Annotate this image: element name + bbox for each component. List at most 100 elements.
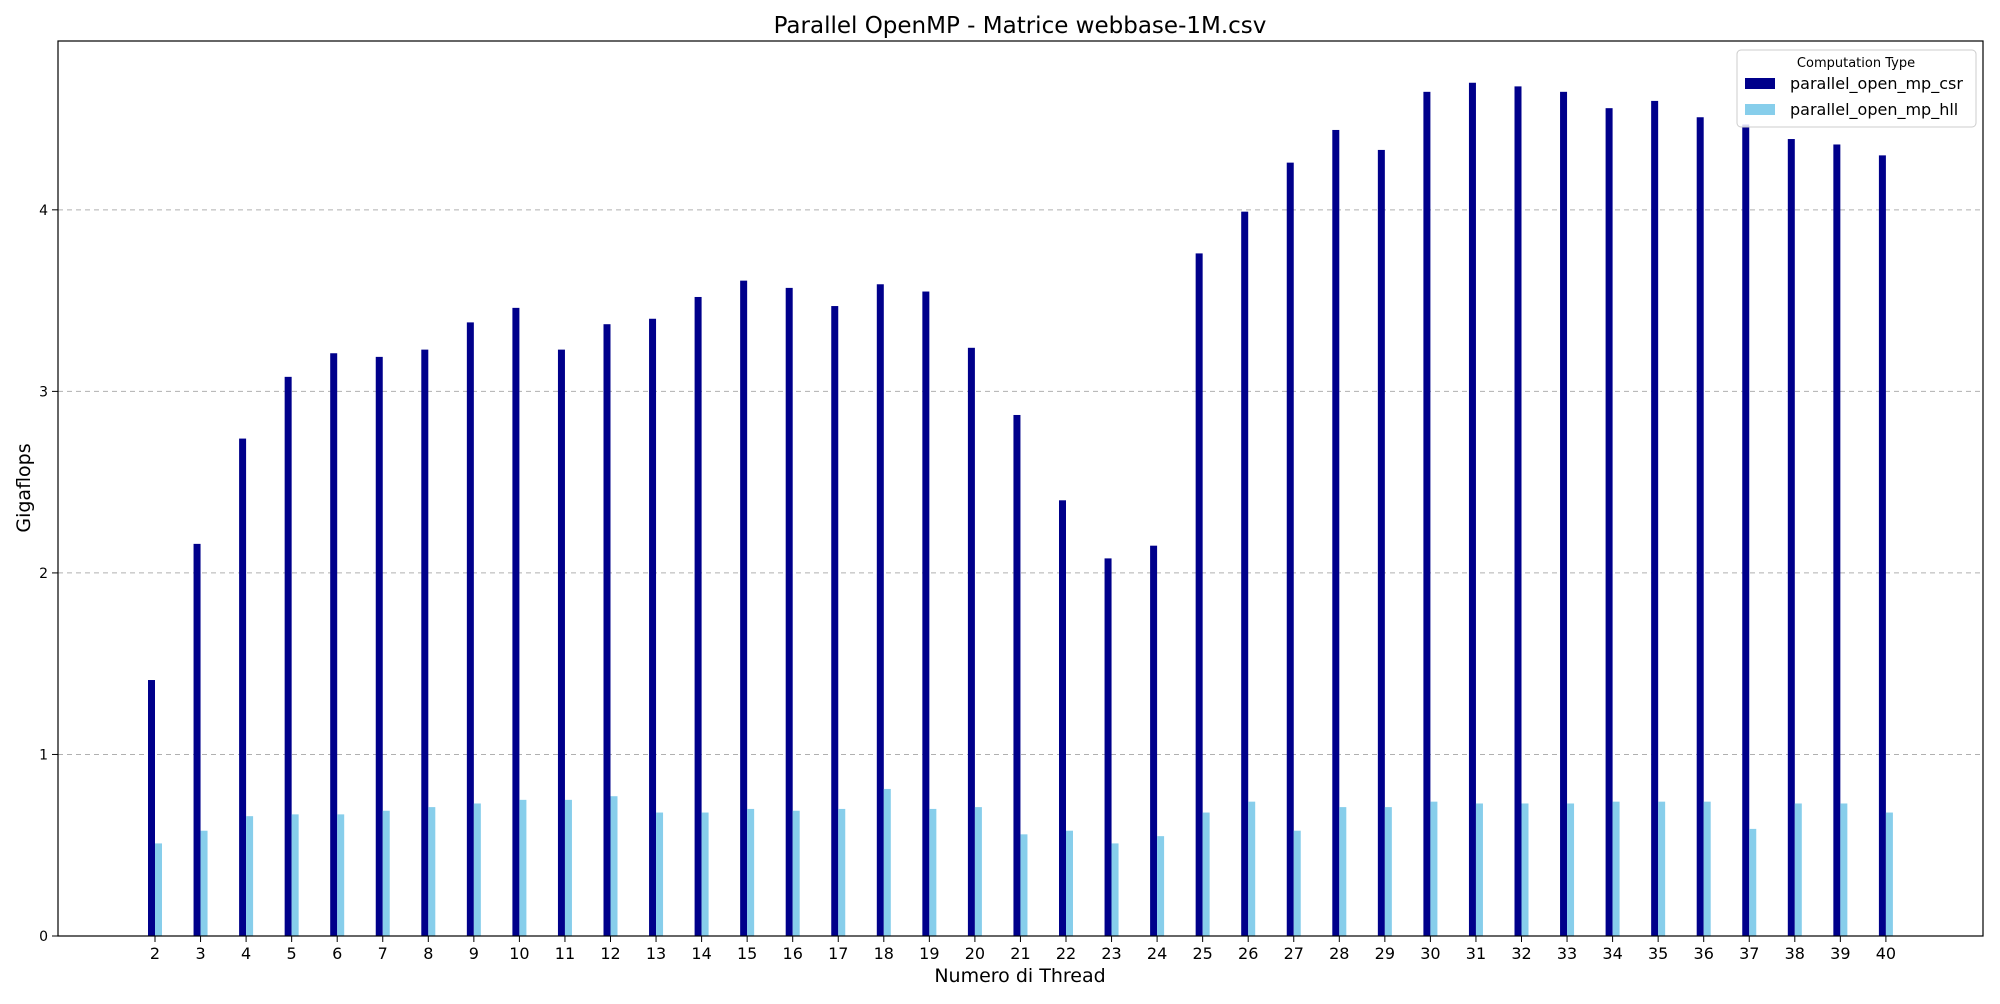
bar-parallel-open-mp-hll-14: [701, 812, 709, 936]
x-tick-label: 30: [1420, 944, 1440, 963]
bar-parallel-open-mp-hll-25: [1202, 812, 1210, 936]
bar-parallel-open-mp-hll-28: [1339, 807, 1347, 936]
x-tick-label: 26: [1238, 944, 1258, 963]
bar-parallel-open-mp-hll-4: [246, 816, 254, 936]
x-tick-label: 33: [1557, 944, 1577, 963]
x-tick-label: 40: [1876, 944, 1896, 963]
bar-parallel-open-mp-hll-33: [1567, 803, 1575, 936]
bar-parallel-open-mp-csr-40: [1878, 155, 1886, 936]
x-tick-label: 23: [1101, 944, 1121, 963]
bar-parallel-open-mp-csr-15: [740, 280, 748, 936]
bar-parallel-open-mp-hll-39: [1840, 803, 1848, 936]
legend: Computation Type parallel_open_mp_csr pa…: [1736, 49, 1977, 128]
x-axis-label: Numero di Thread: [934, 965, 1105, 987]
bar-parallel-open-mp-hll-9: [473, 803, 481, 936]
bar-parallel-open-mp-csr-38: [1787, 139, 1795, 936]
bar-parallel-open-mp-hll-36: [1703, 801, 1711, 936]
bar-parallel-open-mp-csr-28: [1332, 129, 1340, 936]
x-tick-label: 37: [1739, 944, 1759, 963]
legend-label-csr: parallel_open_mp_csr: [1790, 74, 1963, 94]
x-tick-label: 35: [1648, 944, 1668, 963]
bar-parallel-open-mp-hll-7: [382, 810, 390, 936]
bar-parallel-open-mp-hll-21: [1020, 834, 1028, 936]
x-tick-label: 9: [469, 944, 479, 963]
legend-swatch-hll: [1745, 104, 1775, 115]
bar-parallel-open-mp-hll-32: [1521, 803, 1529, 936]
x-tick-label: 8: [423, 944, 433, 963]
bar-parallel-open-mp-hll-37: [1749, 828, 1757, 936]
bar-parallel-open-mp-csr-7: [375, 356, 383, 937]
bar-parallel-open-mp-csr-31: [1468, 82, 1476, 936]
x-tick-label: 19: [919, 944, 939, 963]
bar-parallel-open-mp-csr-19: [922, 291, 930, 937]
bar-parallel-open-mp-csr-21: [1013, 414, 1021, 936]
legend-box: [1736, 49, 1977, 128]
x-tick-label: 11: [555, 944, 575, 963]
bar-parallel-open-mp-hll-31: [1475, 803, 1483, 936]
legend-label-hll: parallel_open_mp_hll: [1790, 100, 1958, 120]
bar-parallel-open-mp-csr-13: [649, 318, 657, 936]
bar-parallel-open-mp-hll-8: [428, 807, 436, 936]
bar-parallel-open-mp-csr-10: [512, 307, 520, 937]
bar-parallel-open-mp-hll-40: [1885, 812, 1893, 936]
legend-title: Computation Type: [1797, 56, 1915, 71]
x-tick-label: 22: [1056, 944, 1076, 963]
x-tick-label: 5: [287, 944, 297, 963]
bar-parallel-open-mp-hll-20: [974, 807, 982, 936]
x-tick-label: 27: [1284, 944, 1304, 963]
y-tick-label: 2: [39, 566, 48, 582]
bar-parallel-open-mp-csr-35: [1651, 100, 1659, 937]
x-tick-label: 3: [195, 944, 205, 963]
bar-parallel-open-mp-hll-17: [838, 808, 846, 936]
bar-parallel-open-mp-hll-24: [1157, 836, 1165, 936]
bar-parallel-open-mp-csr-2: [148, 680, 155, 936]
bar-parallel-open-mp-csr-34: [1605, 108, 1613, 936]
x-tick-label: 18: [874, 944, 894, 963]
bar-parallel-open-mp-csr-32: [1514, 86, 1522, 937]
x-tick-label: 31: [1466, 944, 1486, 963]
bar-parallel-open-mp-csr-25: [1195, 253, 1203, 936]
bar-parallel-open-mp-hll-6: [337, 814, 345, 936]
bar-parallel-open-mp-hll-13: [656, 812, 664, 936]
bar-parallel-open-mp-csr-12: [603, 324, 611, 937]
bar-parallel-open-mp-csr-24: [1150, 545, 1158, 936]
bar-parallel-open-mp-csr-11: [557, 349, 565, 936]
legend-swatch-csr: [1745, 78, 1775, 89]
x-tick-label: 36: [1694, 944, 1714, 963]
x-tick-label: 17: [828, 944, 848, 963]
y-tick-label: 4: [39, 203, 48, 219]
bar-parallel-open-mp-csr-22: [1059, 500, 1066, 936]
x-tick-label: 39: [1830, 944, 1850, 963]
bar-parallel-open-mp-csr-16: [785, 287, 793, 936]
x-tick-label: 15: [737, 944, 757, 963]
bar-parallel-open-mp-hll-27: [1293, 830, 1301, 936]
bar-parallel-open-mp-hll-34: [1612, 801, 1620, 936]
bar-parallel-open-mp-csr-6: [330, 353, 338, 936]
x-tick-label: 24: [1147, 944, 1167, 963]
bar-parallel-open-mp-csr-27: [1286, 162, 1294, 936]
y-tick-label: 0: [39, 929, 48, 945]
bar-parallel-open-mp-hll-16: [792, 810, 800, 936]
y-tick-label: 1: [39, 747, 48, 763]
x-tick-label: 21: [1010, 944, 1030, 963]
bar-parallel-open-mp-csr-33: [1560, 91, 1568, 936]
bar-parallel-open-mp-csr-26: [1241, 211, 1249, 936]
bar-parallel-open-mp-csr-29: [1377, 149, 1385, 937]
bar-parallel-open-mp-csr-30: [1423, 91, 1431, 936]
bar-parallel-open-mp-csr-39: [1833, 144, 1841, 936]
bar-parallel-open-mp-hll-2: [155, 843, 162, 936]
x-tick-label: 34: [1602, 944, 1622, 963]
bar-parallel-open-mp-hll-19: [929, 808, 937, 936]
bar-parallel-open-mp-csr-17: [831, 306, 839, 936]
bar-parallel-open-mp-hll-38: [1794, 803, 1802, 936]
bar-parallel-open-mp-hll-12: [610, 796, 618, 936]
bar-parallel-open-mp-hll-5: [291, 814, 299, 936]
x-tick-label: 12: [600, 944, 620, 963]
y-tick-label: 3: [39, 384, 48, 400]
x-tick-label: 28: [1329, 944, 1349, 963]
x-tick-label: 7: [378, 944, 388, 963]
x-tick-label: 32: [1511, 944, 1531, 963]
bar-parallel-open-mp-hll-3: [200, 830, 208, 936]
bar-parallel-open-mp-csr-23: [1104, 558, 1112, 936]
x-tick-label: 20: [965, 944, 985, 963]
